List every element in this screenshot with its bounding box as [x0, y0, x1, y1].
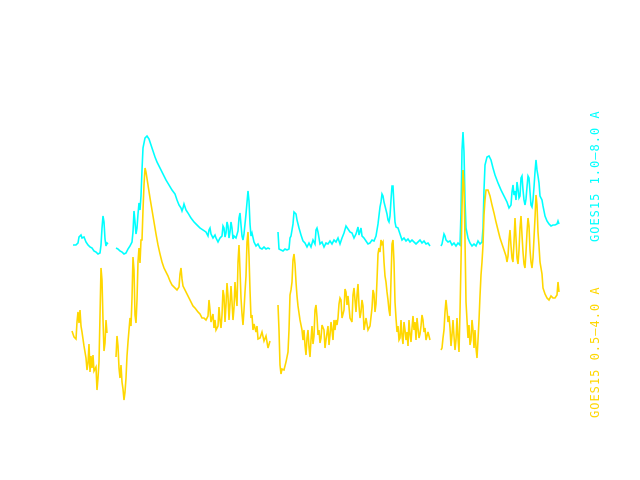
series-segment — [277, 238, 431, 375]
series-goes15-short-channel — [71, 167, 560, 401]
series-segment — [73, 215, 109, 255]
series-segment — [440, 169, 560, 359]
series-goes15-long-channel — [73, 131, 560, 255]
legend-label-short-channel: GOES15 0.5–4.0 A — [588, 286, 602, 418]
series-segment — [115, 134, 271, 255]
legend-label-long-channel: GOES15 1.0–8.0 A — [588, 110, 602, 242]
series-segment — [115, 167, 271, 401]
series-segment — [277, 185, 431, 252]
series-segment — [71, 267, 108, 391]
series-segment — [440, 131, 560, 248]
